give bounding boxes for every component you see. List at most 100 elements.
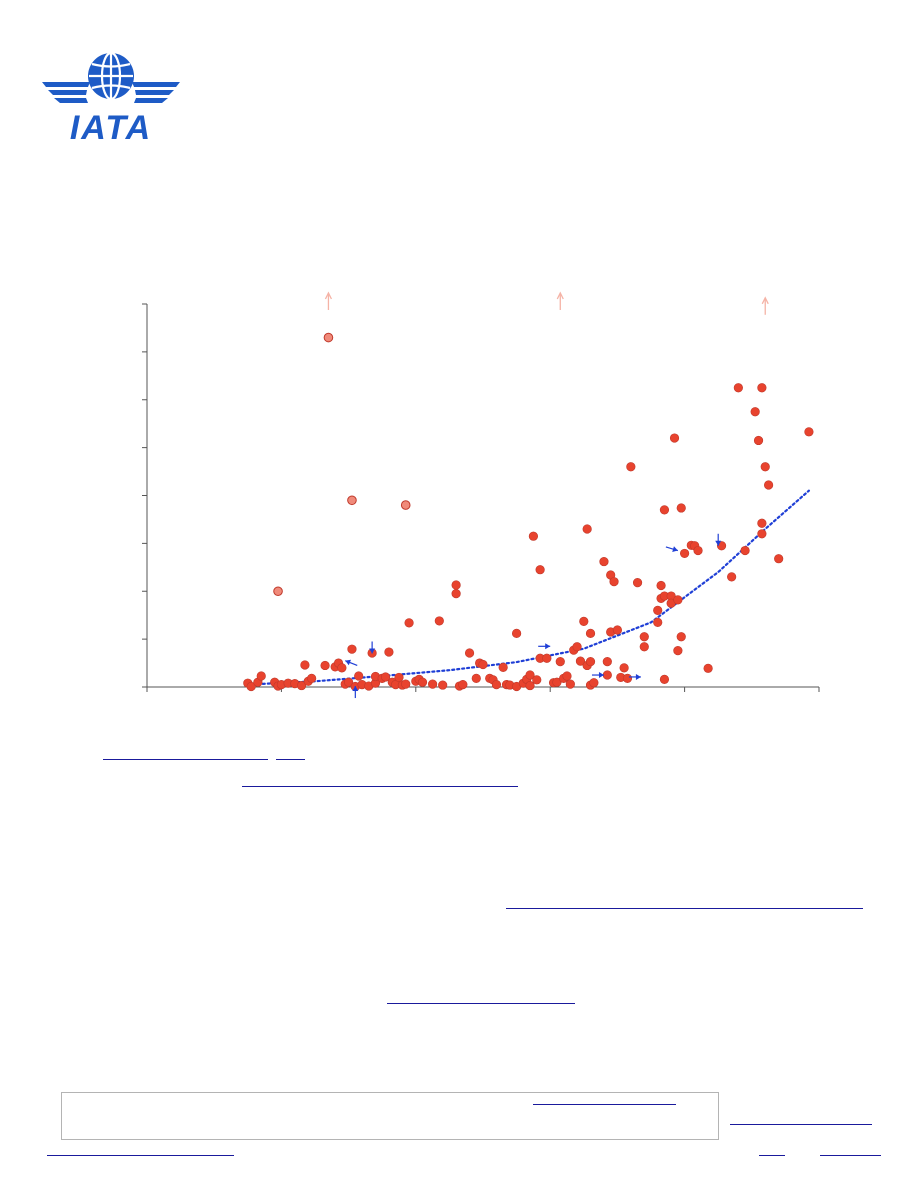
data-point	[659, 674, 670, 684]
data-point	[679, 548, 690, 559]
off-scale-markers	[324, 291, 769, 315]
outlier-point	[323, 332, 334, 343]
data-point	[763, 480, 774, 490]
data-point	[528, 531, 539, 541]
data-point	[669, 433, 680, 443]
link-6[interactable]	[730, 1124, 872, 1125]
data-point	[804, 427, 814, 437]
data-point	[676, 632, 686, 642]
data-point	[703, 663, 713, 673]
data-point	[656, 580, 666, 591]
footer-link-page[interactable]	[759, 1155, 785, 1156]
data-point	[572, 642, 582, 652]
data-point	[740, 545, 750, 556]
footer-link-left[interactable]	[47, 1155, 234, 1156]
off-scale-arrow-icon	[556, 291, 564, 310]
data-point	[434, 616, 444, 626]
data-point	[653, 617, 663, 627]
data-point	[673, 595, 683, 605]
annotation-arrow-icon	[591, 672, 604, 679]
annotation-arrow-head	[352, 686, 359, 692]
data-point	[354, 671, 364, 681]
data-point	[727, 572, 737, 582]
info-box	[61, 1092, 719, 1140]
data-point	[384, 647, 394, 657]
globe-icon	[88, 51, 134, 101]
data-point	[676, 503, 686, 513]
data-point	[532, 675, 542, 685]
footer-link-next[interactable]	[820, 1155, 881, 1156]
data-point	[753, 435, 764, 446]
data-point	[673, 646, 683, 656]
data-point	[451, 589, 461, 599]
data-point	[498, 662, 508, 672]
data-point	[555, 657, 565, 667]
data-points	[243, 383, 814, 692]
data-point	[626, 462, 636, 472]
data-point	[438, 680, 448, 690]
data-point	[256, 671, 266, 681]
data-point	[693, 545, 703, 556]
data-point	[760, 462, 770, 472]
link-1a[interactable]	[103, 759, 268, 760]
data-point	[733, 383, 743, 393]
data-point	[347, 644, 357, 654]
annotation-arrow-icon	[628, 673, 641, 680]
data-point	[659, 505, 670, 515]
logo-wordmark: IATA	[70, 109, 152, 146]
data-point	[525, 680, 535, 691]
data-point	[458, 680, 468, 690]
data-point	[565, 679, 575, 689]
off-scale-arrow-head	[761, 296, 769, 305]
wings-icon	[42, 82, 180, 103]
link-3[interactable]	[506, 908, 863, 909]
link-2[interactable]	[242, 786, 518, 787]
data-point	[774, 554, 784, 564]
annotation-arrow-head	[635, 673, 641, 680]
annotation-arrow-head	[598, 672, 604, 679]
data-point	[542, 653, 552, 663]
data-point	[589, 678, 599, 688]
annotation-arrow-head	[369, 648, 376, 654]
data-point	[300, 660, 310, 670]
data-point	[585, 628, 596, 638]
outlier-point	[273, 586, 283, 597]
data-point	[491, 680, 502, 690]
outlier-points	[273, 332, 411, 597]
data-point	[307, 673, 317, 683]
data-point	[401, 679, 411, 689]
data-point	[750, 407, 760, 417]
link-4[interactable]	[387, 1003, 575, 1004]
trendline-path	[246, 489, 810, 686]
annotation-arrow-icon	[538, 643, 551, 650]
data-point	[757, 383, 767, 393]
data-point	[525, 670, 535, 680]
trendline	[246, 489, 810, 686]
data-point	[602, 670, 612, 680]
data-point	[639, 632, 649, 642]
data-point	[451, 580, 461, 590]
chart-axes	[142, 303, 820, 692]
data-point	[320, 660, 330, 671]
data-point	[511, 628, 522, 638]
data-point	[380, 672, 391, 682]
link-1b[interactable]	[276, 759, 305, 760]
link-5[interactable]	[533, 1104, 676, 1105]
data-point	[394, 672, 404, 683]
data-point	[535, 565, 545, 575]
annotation-arrows	[345, 533, 722, 699]
off-scale-arrow-head	[556, 291, 564, 300]
data-point	[417, 677, 428, 687]
data-point	[585, 657, 596, 667]
data-point	[404, 618, 414, 628]
data-point	[337, 663, 347, 673]
annotation-arrow-icon	[665, 546, 679, 552]
annotation-arrow-icon	[352, 686, 359, 699]
off-scale-arrow-head	[324, 291, 333, 300]
annotation-arrow-head	[345, 659, 351, 666]
annotation-arrow-head	[672, 546, 678, 552]
data-point	[757, 529, 767, 539]
annotation-arrow-head	[715, 540, 722, 546]
iata-logo: IATA	[42, 51, 180, 146]
